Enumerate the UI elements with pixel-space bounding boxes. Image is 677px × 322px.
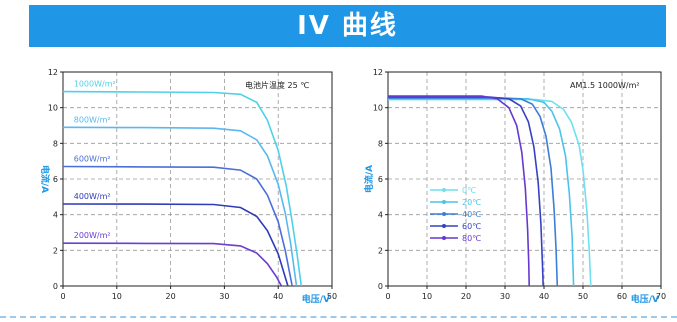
x-tick-label: 0 bbox=[60, 292, 65, 301]
y-tick-label: 0 bbox=[378, 282, 383, 291]
y-tick-label: 8 bbox=[53, 139, 58, 148]
series-line-3 bbox=[388, 96, 544, 287]
legend-marker-4 bbox=[442, 236, 446, 240]
y-tick-label: 12 bbox=[48, 68, 58, 77]
y-axis-label: 电流/A bbox=[363, 165, 375, 193]
series-label-1: 800W/m² bbox=[74, 115, 111, 124]
bottom-divider bbox=[0, 316, 677, 318]
legend-marker-0 bbox=[442, 188, 446, 192]
legend-label-4: 80℃ bbox=[462, 234, 481, 243]
x-tick-label: 40 bbox=[539, 292, 549, 301]
x-tick-label: 10 bbox=[112, 292, 122, 301]
legend-marker-2 bbox=[442, 212, 446, 216]
title-banner: IV 曲线 bbox=[29, 5, 666, 47]
iv-irradiance-chart: 0 10 20 30 40 50 0 2 4 6 8 10 12 电压/V 电流/A 电池片温度 25 ℃ 10… bbox=[39, 68, 337, 305]
legend-label-1: 20℃ bbox=[462, 198, 481, 207]
x-tick-label: 20 bbox=[166, 292, 176, 301]
y-tick-label: 6 bbox=[53, 175, 58, 184]
series-line-1 bbox=[62, 126, 298, 287]
y-tick-label: 4 bbox=[378, 211, 383, 220]
series-line-2 bbox=[62, 165, 293, 287]
series-label-4: 200W/m² bbox=[74, 231, 111, 240]
x-axis-label: 电压/V bbox=[302, 293, 330, 305]
x-tick-label: 20 bbox=[461, 292, 471, 301]
page-title: IV 曲线 bbox=[297, 11, 398, 41]
y-tick-label: 8 bbox=[378, 139, 383, 148]
x-tick-label: 60 bbox=[617, 292, 627, 301]
series-line-4 bbox=[62, 242, 283, 287]
y-tick-label: 6 bbox=[378, 175, 383, 184]
series-line-4 bbox=[388, 95, 530, 287]
y-tick-label: 2 bbox=[378, 246, 383, 255]
x-axis-label: 电压/V bbox=[631, 293, 659, 305]
x-tick-label: 40 bbox=[273, 292, 283, 301]
x-tick-label: 30 bbox=[219, 292, 229, 301]
y-tick-label: 12 bbox=[373, 68, 383, 77]
series-line-3 bbox=[62, 203, 289, 287]
series-label-2: 600W/m² bbox=[74, 155, 111, 164]
x-tick-label: 0 bbox=[385, 292, 390, 301]
chart-annotation: 电池片温度 25 ℃ bbox=[245, 80, 309, 90]
grid bbox=[388, 72, 661, 286]
x-tick-label: 70 bbox=[656, 292, 666, 301]
y-tick-label: 0 bbox=[53, 282, 58, 291]
iv-temperature-chart: 0 10 20 30 40 50 60 70 0 2 4 6 8 10 12 电压/V 电流/A AM1.5 10… bbox=[363, 68, 666, 305]
y-tick-label: 4 bbox=[53, 211, 58, 220]
y-tick-label: 10 bbox=[48, 104, 58, 113]
legend-marker-3 bbox=[442, 224, 446, 228]
legend-label-0: 0℃ bbox=[462, 186, 476, 195]
y-tick-label: 10 bbox=[373, 104, 383, 113]
series-line-1 bbox=[388, 98, 575, 287]
y-axis-label: 电流/A bbox=[39, 165, 51, 193]
x-tick-label: 30 bbox=[500, 292, 510, 301]
y-tick-label: 2 bbox=[53, 246, 58, 255]
x-tick-label: 10 bbox=[422, 292, 432, 301]
series-label-0: 1000W/m² bbox=[74, 80, 116, 89]
chart-annotation: AM1.5 1000W/m² bbox=[570, 81, 640, 90]
series-line-0 bbox=[62, 90, 303, 287]
legend-label-2: 40℃ bbox=[462, 210, 481, 219]
grid bbox=[63, 72, 332, 286]
legend-label-3: 60℃ bbox=[462, 222, 481, 231]
x-tick-label: 50 bbox=[327, 292, 337, 301]
series-line-0 bbox=[388, 98, 592, 287]
x-tick-label: 50 bbox=[578, 292, 588, 301]
series-label-3: 400W/m² bbox=[74, 192, 111, 201]
legend-marker-1 bbox=[442, 200, 446, 204]
